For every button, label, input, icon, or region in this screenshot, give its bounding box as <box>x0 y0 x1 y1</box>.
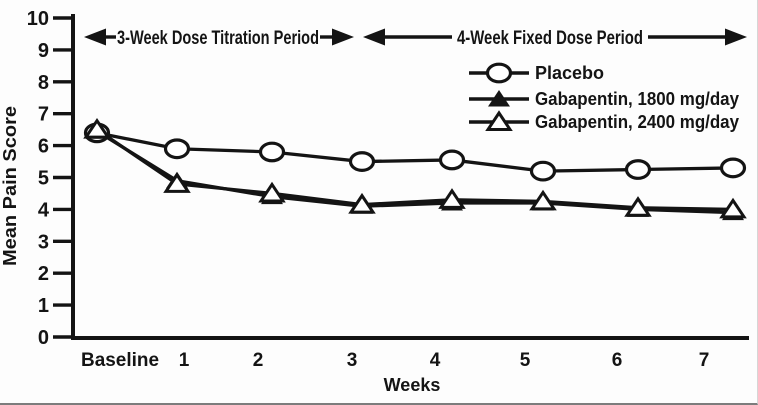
x-category-label: 1 <box>179 350 190 371</box>
legend-marker-open-circle <box>485 62 513 84</box>
marker-placebo <box>624 159 652 180</box>
titration-period-label: 3-Week Dose Titration Period <box>117 28 319 49</box>
marker-placebo <box>529 160 557 182</box>
y-tick-label: 2 <box>38 263 49 285</box>
y-tick-label: 0 <box>38 327 49 349</box>
series-line-gabapentin-2400-mg-day <box>96 128 734 212</box>
y-tick-label: 6 <box>38 136 49 158</box>
marker-gabapentin-2400-mg-day <box>348 192 376 214</box>
titration-left-arrowhead <box>84 28 106 46</box>
y-tick-label: 7 <box>38 104 49 126</box>
marker-gabapentin-2400-mg-day <box>83 117 111 139</box>
x-category-label: Baseline <box>81 350 159 371</box>
marker-gabapentin-2400-mg-day <box>258 181 286 203</box>
marker-placebo <box>258 141 286 163</box>
marker-gabapentin-2400-mg-day <box>624 196 652 217</box>
legend-marker-filled-triangle <box>488 90 510 107</box>
x-axis-title: Weeks <box>384 375 441 395</box>
y-tick-label: 10 <box>27 8 49 30</box>
y-tick-label: 8 <box>38 72 49 94</box>
marker-gabapentin-2400-mg-day <box>438 188 466 209</box>
y-axis-title: Mean Pain Score <box>0 106 20 266</box>
marker-placebo <box>719 157 747 179</box>
x-category-label: 5 <box>520 350 531 371</box>
marker-gabapentin-2400-mg-day <box>163 172 191 193</box>
legend-label: Gabapentin, 1800 mg/day <box>535 89 739 109</box>
legend-label: Placebo <box>535 63 604 83</box>
titration-right-arrowhead <box>332 28 354 46</box>
y-tick-label: 1 <box>38 295 49 317</box>
x-category-label: 2 <box>253 350 264 371</box>
fixed-period-label: 4-Week Fixed Dose Period <box>457 28 643 49</box>
x-category-label: 7 <box>699 350 710 371</box>
x-category-label: 6 <box>612 350 623 371</box>
fixed-left-arrowhead <box>363 28 385 46</box>
series-line-placebo <box>96 131 734 173</box>
marker-placebo <box>163 138 191 160</box>
y-tick-label: 9 <box>38 40 49 62</box>
y-tick-label: 3 <box>38 231 49 253</box>
marker-placebo <box>438 149 466 171</box>
fixed-right-arrowhead <box>725 28 747 46</box>
legend-label: Gabapentin, 2400 mg/day <box>535 112 739 132</box>
y-tick-label: 5 <box>38 168 49 190</box>
legend-marker-open-triangle <box>485 110 513 131</box>
marker-gabapentin-2400-mg-day <box>529 189 557 211</box>
x-category-label: 3 <box>347 350 358 371</box>
marker-gabapentin-2400-mg-day <box>719 197 747 219</box>
x-category-label: 4 <box>430 350 441 371</box>
y-tick-label: 4 <box>38 199 50 221</box>
marker-placebo <box>348 151 376 172</box>
